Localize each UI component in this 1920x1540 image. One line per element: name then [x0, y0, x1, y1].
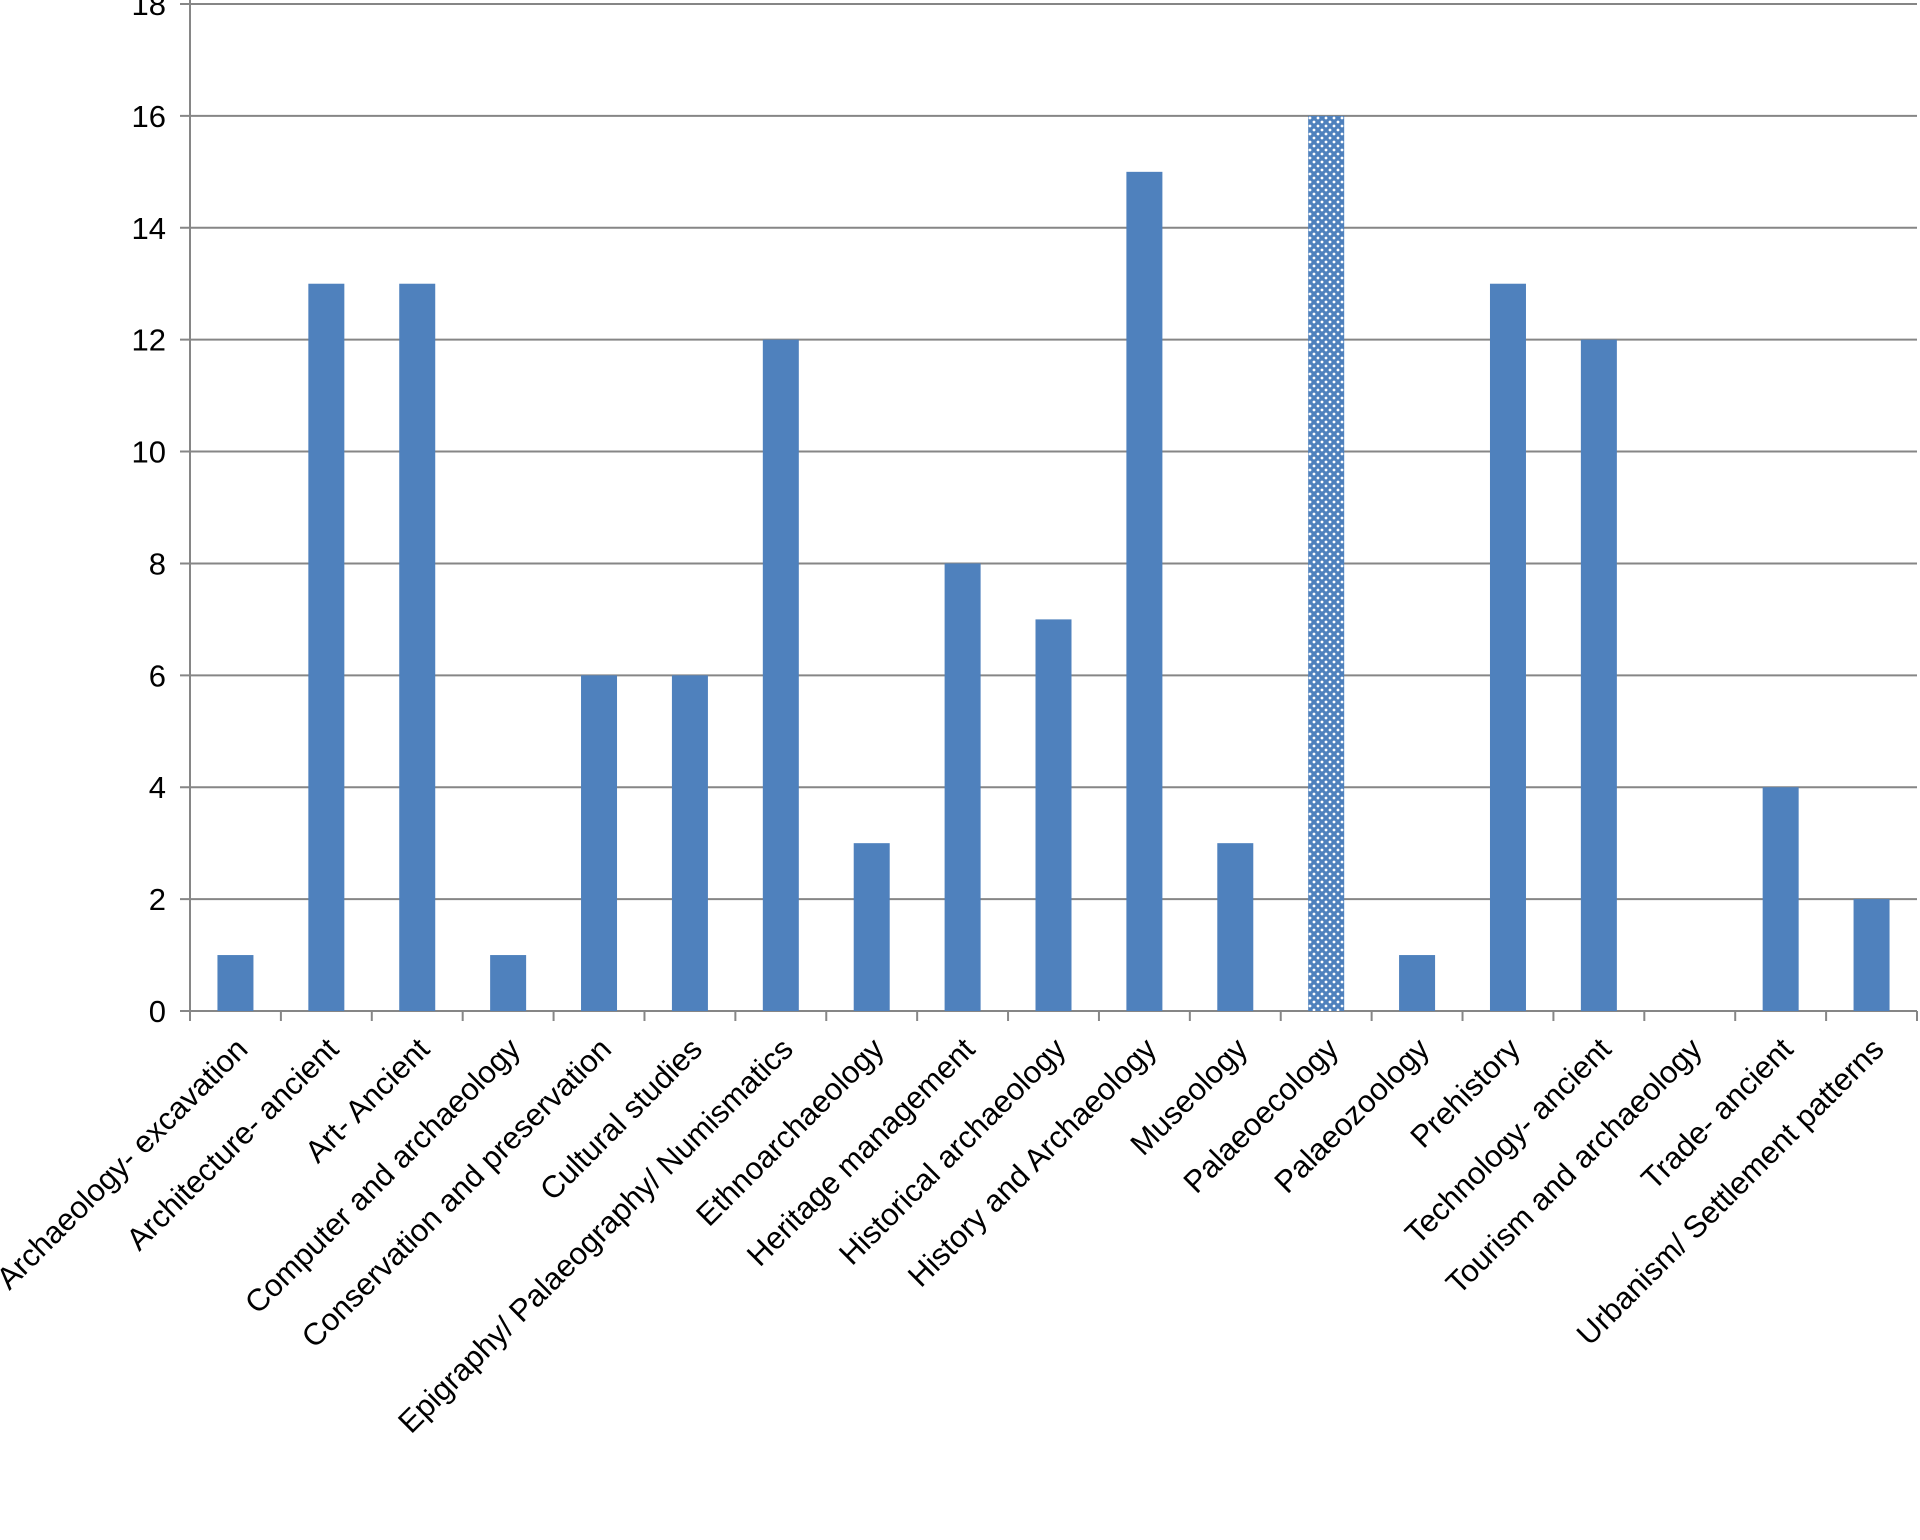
- bar: [1035, 619, 1072, 1011]
- bar: [1489, 283, 1526, 1011]
- bar: [581, 675, 618, 1011]
- x-tick-label: Palaeozoology: [1267, 1031, 1436, 1200]
- bar: [1308, 115, 1345, 1011]
- bar: [853, 843, 890, 1011]
- y-tick-label: 0: [149, 994, 166, 1029]
- bar: [217, 955, 254, 1011]
- bar: [399, 283, 436, 1011]
- bar: [308, 283, 345, 1011]
- x-tick-label: Palaeoecology: [1177, 1031, 1346, 1200]
- bar: [1580, 339, 1617, 1012]
- y-tick-label: 2: [149, 882, 166, 917]
- bar: [1126, 171, 1163, 1012]
- bar: [490, 955, 527, 1011]
- bar: [1853, 899, 1890, 1011]
- y-tick-label: 8: [149, 546, 166, 581]
- y-tick-label: 10: [132, 435, 166, 470]
- bar: [944, 563, 981, 1011]
- x-tick-label: Cultural studies: [533, 1031, 709, 1207]
- y-tick-label: 12: [132, 323, 166, 358]
- y-tick-label: 14: [132, 211, 166, 246]
- bar: [1217, 843, 1254, 1011]
- y-tick-label: 16: [132, 99, 166, 134]
- y-tick-label: 4: [149, 770, 166, 805]
- y-tick-label: 6: [149, 658, 166, 693]
- bar: [1399, 955, 1436, 1011]
- y-tick-label: 18: [132, 0, 166, 22]
- bar: [762, 339, 799, 1012]
- bar: [671, 675, 708, 1011]
- bar: [1762, 787, 1799, 1011]
